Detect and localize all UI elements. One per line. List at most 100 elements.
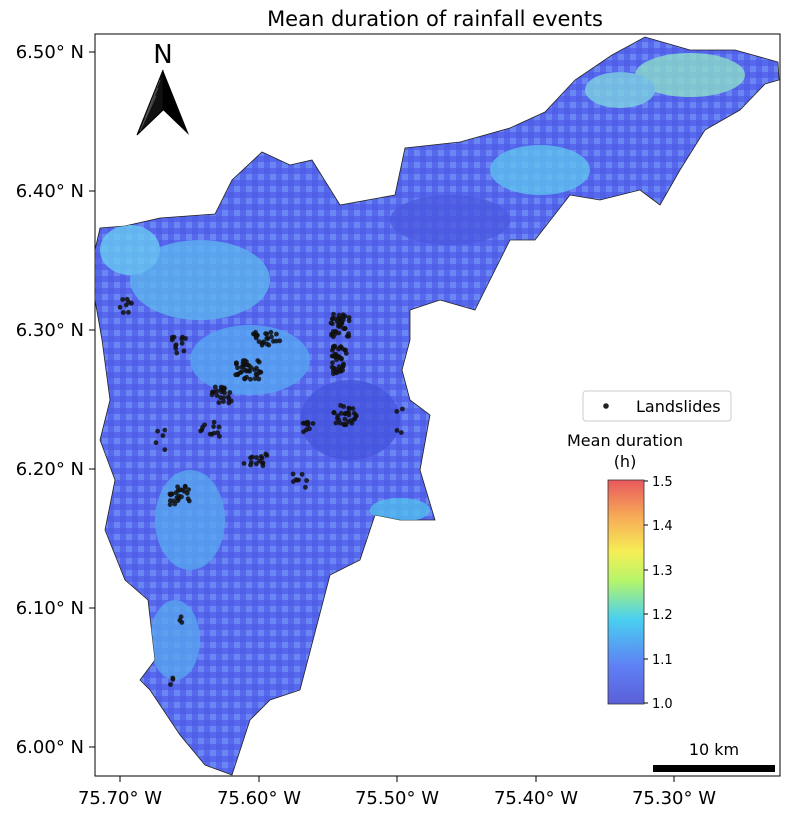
landslide-point xyxy=(346,315,352,320)
landslide-point xyxy=(222,390,228,396)
landslide-point xyxy=(269,334,274,340)
landslide-point xyxy=(248,455,254,461)
x-axis xyxy=(119,776,675,782)
landslide-point xyxy=(331,410,337,416)
landslide-point xyxy=(264,453,270,458)
landslide-point xyxy=(254,455,259,460)
landslide-point xyxy=(218,395,224,401)
y-tick-label: 6.00° N xyxy=(16,737,84,758)
landslide-point xyxy=(330,360,335,366)
landslide-point xyxy=(254,372,260,378)
landslide-point xyxy=(117,304,123,310)
landslide-point xyxy=(235,365,240,371)
landslide-point xyxy=(252,376,258,381)
landslide-point xyxy=(248,460,254,465)
scale-bar xyxy=(653,765,775,772)
landslide-point xyxy=(394,428,400,433)
landslide-point xyxy=(338,369,343,374)
colorbar-ticks xyxy=(644,480,648,704)
landslide-point xyxy=(330,345,336,351)
landslide-point xyxy=(350,406,356,411)
landslide-point xyxy=(179,494,184,500)
landslide-point xyxy=(162,427,168,433)
landslide-point xyxy=(248,365,254,371)
landslide-point xyxy=(174,350,180,356)
landslide-point xyxy=(168,682,173,687)
landslide-point xyxy=(333,329,338,334)
landslide-point xyxy=(214,393,220,398)
landslide-point xyxy=(342,326,348,331)
landslide-point xyxy=(331,311,336,317)
landslide-point xyxy=(179,336,185,342)
landslide-point xyxy=(167,502,173,507)
landslide-point xyxy=(235,371,241,377)
map-frame xyxy=(94,33,781,777)
landslide-point xyxy=(257,458,262,464)
landslide-point xyxy=(172,501,178,507)
landslide-point xyxy=(211,424,216,430)
x-tick-label: 75.40° W xyxy=(494,788,578,809)
landslide-point xyxy=(256,339,262,344)
landslide-point xyxy=(264,341,270,347)
landslide-point xyxy=(337,420,343,426)
y-tick-label: 6.20° N xyxy=(16,459,84,480)
landslide-point xyxy=(125,309,131,315)
landslide-point xyxy=(227,390,233,395)
landslide-point xyxy=(333,420,339,426)
landslide-point xyxy=(303,484,308,490)
landslide-point xyxy=(202,422,208,428)
landslide-point xyxy=(256,376,262,382)
y-tick-label: 6.10° N xyxy=(16,598,84,619)
landslide-point xyxy=(244,374,250,380)
landslide-point xyxy=(336,321,342,326)
landslide-point xyxy=(120,297,126,302)
landslide-point xyxy=(346,406,352,411)
landslide-point xyxy=(234,360,239,366)
y-tick-label: 6.40° N xyxy=(16,181,84,202)
landslide-point xyxy=(162,447,168,453)
landslide-point xyxy=(175,484,181,490)
colorbar-unit: (h) xyxy=(614,452,637,471)
y-axis xyxy=(89,51,95,748)
landslide-point xyxy=(336,354,342,359)
landslide-point xyxy=(186,487,192,492)
chart-title: Mean duration of rainfall events xyxy=(267,7,603,31)
landslide-point xyxy=(336,364,342,370)
landslide-point xyxy=(258,454,264,459)
landslide-point xyxy=(239,369,245,375)
colorbar-tick-label: 1.5 xyxy=(652,475,673,490)
x-tick-label: 75.60° W xyxy=(217,788,301,809)
landslide-point xyxy=(328,320,334,326)
landslide-point xyxy=(336,346,341,352)
legend-label: Landslides xyxy=(636,397,721,416)
landslide-point xyxy=(170,675,176,681)
landslide-point xyxy=(169,491,175,497)
colorbar-tick-label: 1.1 xyxy=(652,653,673,668)
landslide-point xyxy=(178,614,184,620)
landslide-point xyxy=(299,471,305,477)
landslide-point xyxy=(244,359,249,365)
landslide-point xyxy=(216,424,222,430)
landslide-point xyxy=(332,316,338,322)
landslide-point xyxy=(174,495,180,500)
landslide-point xyxy=(400,406,405,412)
north-arrow-label: N xyxy=(153,40,172,70)
landslide-point xyxy=(240,364,246,370)
landslide-point xyxy=(241,461,247,466)
landslide-point xyxy=(179,340,185,346)
landslide-point xyxy=(301,429,306,435)
landslide-point xyxy=(254,461,259,467)
legend: Landslides xyxy=(582,390,732,422)
landslide-point xyxy=(394,409,400,414)
landslide-point xyxy=(255,358,261,363)
landslide-point xyxy=(153,440,159,446)
landslide-point xyxy=(346,318,352,324)
legend-marker xyxy=(603,403,609,409)
landslide-point xyxy=(211,419,217,425)
landslide-point xyxy=(290,471,296,477)
landslide-point xyxy=(254,365,259,371)
landslide-point xyxy=(160,433,166,438)
colorbar-tick-label: 1.0 xyxy=(652,697,673,712)
landslide-point xyxy=(341,422,347,428)
